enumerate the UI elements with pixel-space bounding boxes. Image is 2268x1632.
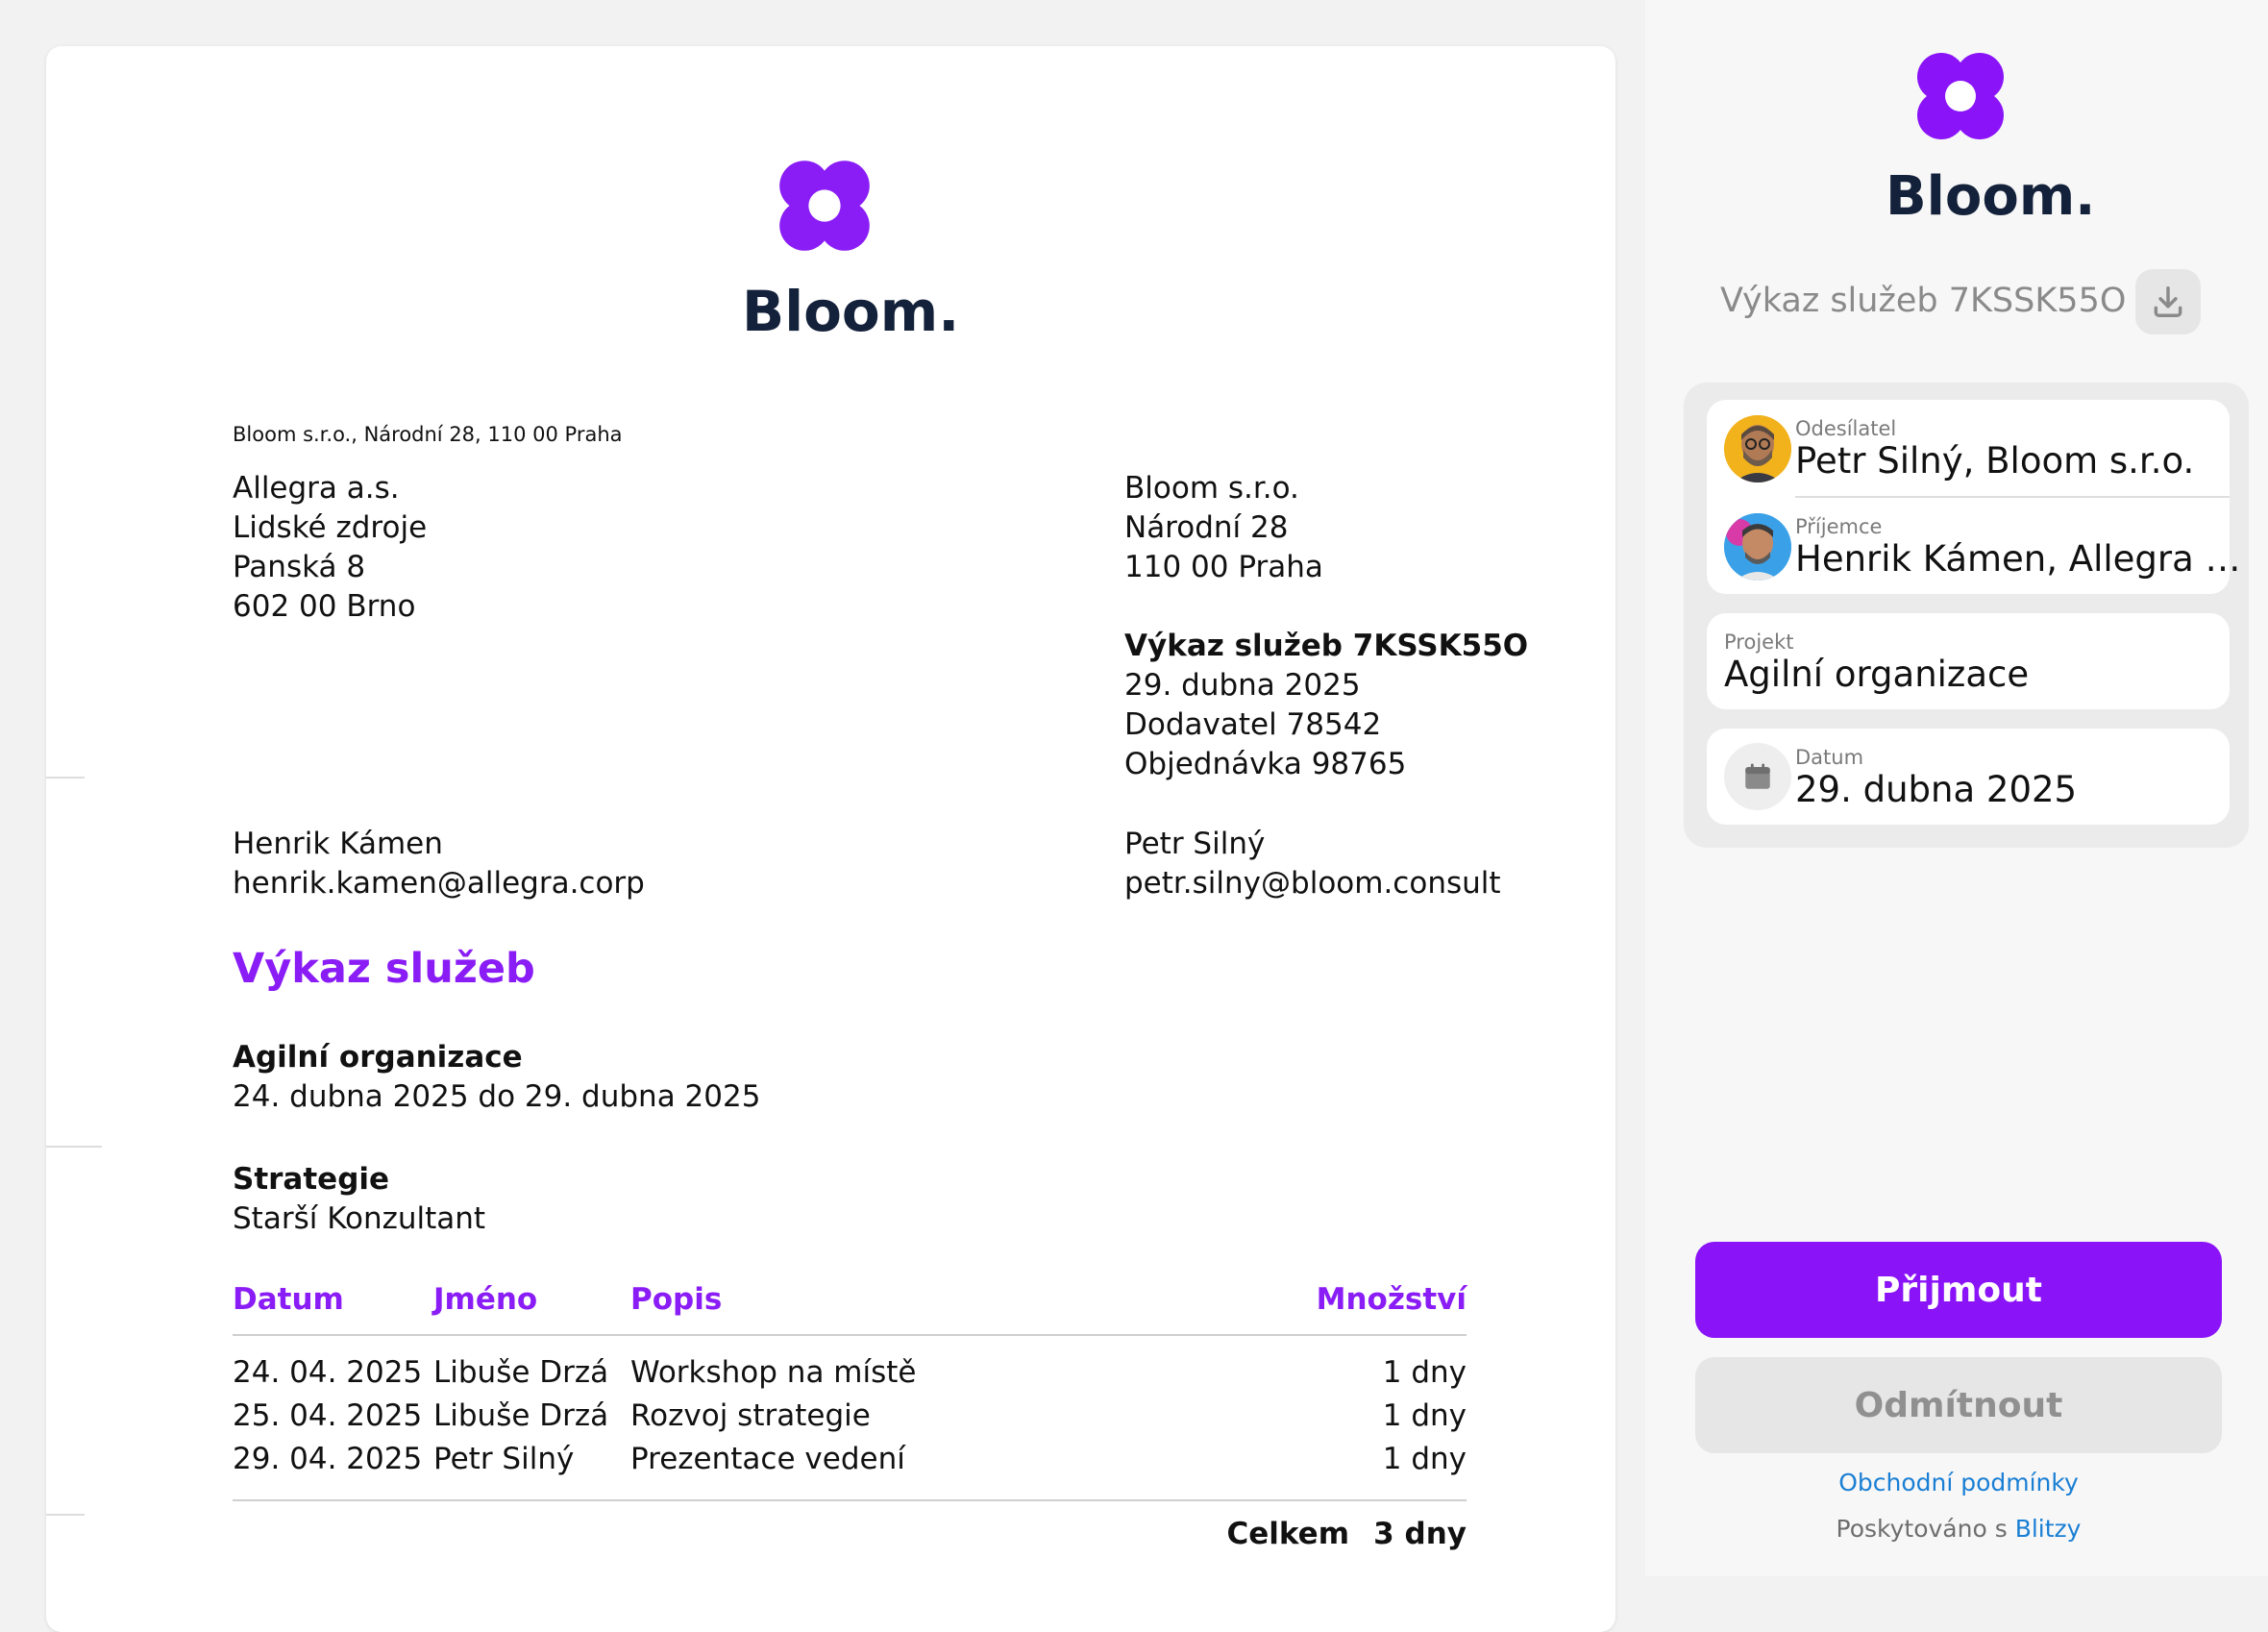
panel-brand-name: Bloom. — [1886, 165, 2096, 228]
sender-contact-email: petr.silny@bloom.consult — [1124, 866, 1501, 901]
table-cell-date: 25. 04. 2025 — [233, 1398, 423, 1433]
fold-mark — [46, 1514, 85, 1516]
powered-by-row: Poskytováno s Blitzy — [1695, 1515, 2222, 1543]
accept-button[interactable]: Přijmout — [1695, 1242, 2222, 1338]
table-footer-divider — [233, 1499, 1467, 1501]
table-cell-description: Workshop na místě — [630, 1355, 917, 1390]
date-card — [1707, 729, 2230, 825]
table-cell-date: 29. 04. 2025 — [233, 1442, 423, 1476]
date-label: Datum — [1795, 746, 1864, 769]
sender-address-line: Bloom s.r.o. — [1124, 471, 1299, 506]
sender-value: Petr Silný, Bloom s.r.o. — [1795, 440, 2195, 482]
recipient-contact-name: Henrik Kámen — [233, 827, 443, 861]
table-cell-quantity: 1 dny — [1382, 1398, 1467, 1433]
recipient-value: Henrik Kámen, Allegra … — [1795, 538, 2241, 580]
powered-by-label: Poskytováno s — [1836, 1515, 2008, 1543]
fold-mark — [46, 1146, 102, 1148]
sender-label: Odesílatel — [1795, 417, 1897, 440]
sender-address-line: Národní 28 — [1124, 510, 1289, 545]
project-card — [1707, 613, 2230, 709]
terms-link[interactable]: Obchodní podmínky — [1838, 1469, 2079, 1496]
table-cell-quantity: 1 dny — [1382, 1442, 1467, 1476]
table-header-divider — [233, 1334, 1467, 1336]
download-icon — [2154, 286, 2182, 317]
table-header-date: Datum — [233, 1282, 344, 1317]
parties-divider — [1795, 496, 2230, 498]
reject-button[interactable]: Odmítnout — [1695, 1357, 2222, 1453]
project-period: 24. dubna 2025 do 29. dubna 2025 — [233, 1079, 761, 1114]
brand-name: Bloom. — [742, 279, 960, 344]
recipient-address-line: 602 00 Brno — [233, 589, 416, 624]
document-page — [46, 46, 1615, 1632]
order-number: Objednávka 98765 — [1124, 747, 1407, 781]
calendar-badge — [1724, 743, 1791, 810]
table-cell-name: Libuše Drzá — [433, 1355, 609, 1390]
table-header-quantity: Množství — [1316, 1282, 1467, 1317]
project-label: Projekt — [1724, 631, 1794, 654]
sender-return-line: Bloom s.r.o., Národní 28, 110 00 Praha — [233, 423, 623, 446]
table-cell-description: Rozvoj strategie — [630, 1398, 871, 1433]
date-value: 29. dubna 2025 — [1795, 769, 2078, 810]
sender-contact-name: Petr Silný — [1124, 827, 1266, 861]
table-cell-description: Prezentace vedení — [630, 1442, 905, 1476]
table-cell-name: Libuše Drzá — [433, 1398, 609, 1433]
download-button[interactable] — [2135, 269, 2201, 334]
table-total-value: 3 dny — [1373, 1517, 1467, 1551]
recipient-label: Příjemce — [1795, 515, 1883, 538]
recipient-address-line: Panská 8 — [233, 550, 366, 584]
fold-mark — [46, 777, 85, 779]
document-date: 29. dubna 2025 — [1124, 668, 1361, 703]
terms-row: Obchodní podmínky — [1695, 1469, 2222, 1496]
role-title: Starší Konzultant — [233, 1201, 486, 1236]
supplier-number: Dodavatel 78542 — [1124, 707, 1382, 742]
role-name: Strategie — [233, 1162, 390, 1197]
table-header-description: Popis — [630, 1282, 723, 1317]
recipient-contact-email: henrik.kamen@allegra.corp — [233, 866, 645, 901]
panel-document-title: Výkaz služeb 7KSSK55O — [1720, 282, 2127, 320]
project-value: Agilní organizace — [1724, 654, 2030, 695]
table-cell-date: 24. 04. 2025 — [233, 1355, 423, 1390]
recipient-address-line: Lidské zdroje — [233, 510, 428, 545]
table-header-name: Jméno — [433, 1282, 538, 1317]
bloom-logo-icon — [779, 161, 870, 251]
document-heading: Výkaz služeb — [233, 945, 535, 993]
powered-by-brand-link[interactable]: Blitzy — [2014, 1515, 2082, 1543]
table-total-label: Celkem — [1226, 1517, 1349, 1551]
table-cell-quantity: 1 dny — [1382, 1355, 1467, 1390]
table-cell-name: Petr Silný — [433, 1442, 575, 1476]
recipient-address-line: Allegra a.s. — [233, 471, 400, 506]
sender-address-line: 110 00 Praha — [1124, 550, 1323, 584]
document-number: Výkaz služeb 7KSSK55O — [1124, 629, 1529, 663]
bloom-logo-icon — [1917, 53, 2004, 139]
project-name: Agilní organizace — [233, 1040, 523, 1075]
sender-avatar — [1724, 415, 1791, 482]
calendar-icon — [1745, 763, 1770, 789]
recipient-avatar — [1724, 513, 1791, 581]
